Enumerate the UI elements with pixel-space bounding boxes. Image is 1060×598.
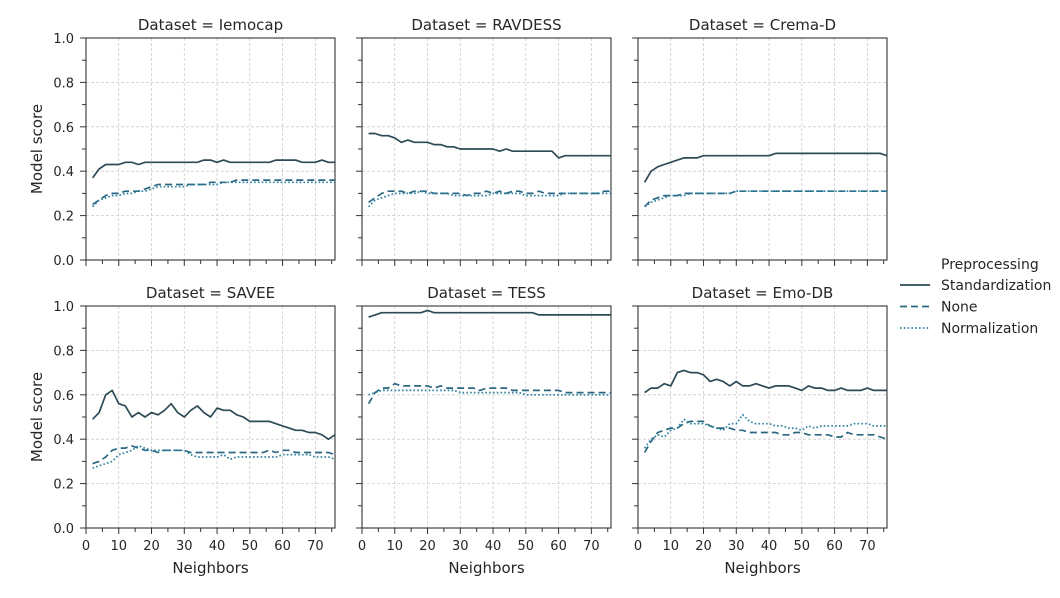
panel-5: 0 10 20 30 40 50 60 70 Neighbors Dataset = Emo-DB <box>632 284 888 577</box>
panel-frame <box>637 305 888 529</box>
x-tick-label: 30 <box>176 539 193 554</box>
x-tick-label: 60 <box>826 539 843 554</box>
x-tick-label: 10 <box>662 539 679 554</box>
panel-4: 0 10 20 30 40 50 60 70 Neighbors Dataset = TESS <box>356 284 612 577</box>
x-tick-label: 20 <box>143 539 160 554</box>
y-tick-label: 0.4 <box>53 433 74 448</box>
panel-frame <box>85 37 336 261</box>
y-tick-label: 1.0 <box>53 32 74 47</box>
series-line-none <box>643 420 888 453</box>
series-line-none <box>92 179 335 206</box>
legend-label-none: None <box>941 300 978 316</box>
x-axis-label: Neighbors <box>172 559 249 577</box>
panel-frame <box>637 37 888 261</box>
x-tick-label: 30 <box>452 539 469 554</box>
series-line-normalization <box>367 190 611 208</box>
series-line-none <box>643 190 887 208</box>
x-tick-label: 60 <box>274 539 291 554</box>
x-tick-label: 70 <box>307 539 324 554</box>
panel-3: 0.0 0.2 0.4 0.6 0.8 1.0 Model score 0 10 20 30 40 50… <box>28 284 336 577</box>
series-line-normalization <box>643 413 887 449</box>
x-tick-label: 30 <box>728 539 745 554</box>
y-tick-label: 0.2 <box>53 210 74 225</box>
legend-label-normalization: Normalization <box>941 321 1038 337</box>
panel-title: Dataset = RAVDESS <box>411 16 561 34</box>
panel-title: Dataset = Iemocap <box>138 16 283 34</box>
series-line-standardization <box>644 369 887 394</box>
legend-label-standardization: Standardization <box>941 278 1051 294</box>
x-tick-label: 40 <box>209 539 226 554</box>
panel-title: Dataset = SAVEE <box>146 284 275 302</box>
series-line-standardization <box>91 389 336 441</box>
x-axis-label: Neighbors <box>724 559 801 577</box>
y-axis-label: Model score <box>28 372 46 462</box>
series-line-standardization <box>368 132 611 159</box>
series-line-none <box>92 445 336 465</box>
legend-title: Preprocessing <box>941 257 1039 273</box>
x-tick-label: 20 <box>419 539 436 554</box>
x-tick-label: 70 <box>583 539 600 554</box>
series-line-standardization <box>368 309 611 318</box>
x-tick-label: 20 <box>695 539 712 554</box>
x-tick-label: 0 <box>634 539 642 554</box>
panel-title: Dataset = Emo-DB <box>692 284 834 302</box>
x-tick-label: 70 <box>859 539 876 554</box>
x-tick-label: 0 <box>82 539 90 554</box>
series-line-standardization <box>91 159 335 179</box>
series-line-normalization <box>644 190 887 208</box>
y-tick-label: 0.8 <box>53 76 74 91</box>
series-line-normalization <box>92 445 336 469</box>
panel-1: Dataset = RAVDESS <box>356 16 612 266</box>
x-tick-label: 10 <box>386 539 403 554</box>
panel-2: Dataset = Crema-D <box>632 16 888 266</box>
x-tick-label: 10 <box>110 539 127 554</box>
series-line-standardization <box>643 152 888 183</box>
x-axis-label: Neighbors <box>448 559 525 577</box>
panel-title: Dataset = Crema-D <box>689 16 836 34</box>
x-tick-label: 40 <box>485 539 502 554</box>
series-line-normalization <box>91 181 335 208</box>
legend: Preprocessing Standardization None Normaliz… <box>900 257 1051 337</box>
y-tick-label: 0.0 <box>53 522 74 537</box>
y-tick-label: 0.8 <box>53 344 74 359</box>
x-tick-label: 50 <box>794 539 811 554</box>
y-tick-label: 0.6 <box>53 389 74 404</box>
y-tick-label: 0.0 <box>53 254 74 269</box>
panel-frame <box>361 305 612 529</box>
x-tick-label: 0 <box>358 539 366 554</box>
x-tick-label: 50 <box>518 539 535 554</box>
series-line-normalization <box>368 389 611 396</box>
y-tick-label: 0.2 <box>53 478 74 493</box>
panel-title: Dataset = TESS <box>427 284 546 302</box>
x-tick-label: 40 <box>761 539 778 554</box>
x-tick-label: 60 <box>550 539 567 554</box>
y-axis-label: Model score <box>28 104 46 194</box>
panel-0: 0.0 0.2 0.4 0.6 0.8 1.0 Model score Dataset = I… <box>28 16 336 269</box>
y-tick-label: 1.0 <box>53 300 74 315</box>
y-tick-label: 0.4 <box>53 165 74 180</box>
series-line-none <box>368 190 611 203</box>
series-line-none <box>367 382 611 405</box>
x-tick-label: 50 <box>242 539 259 554</box>
y-tick-label: 0.6 <box>53 121 74 136</box>
